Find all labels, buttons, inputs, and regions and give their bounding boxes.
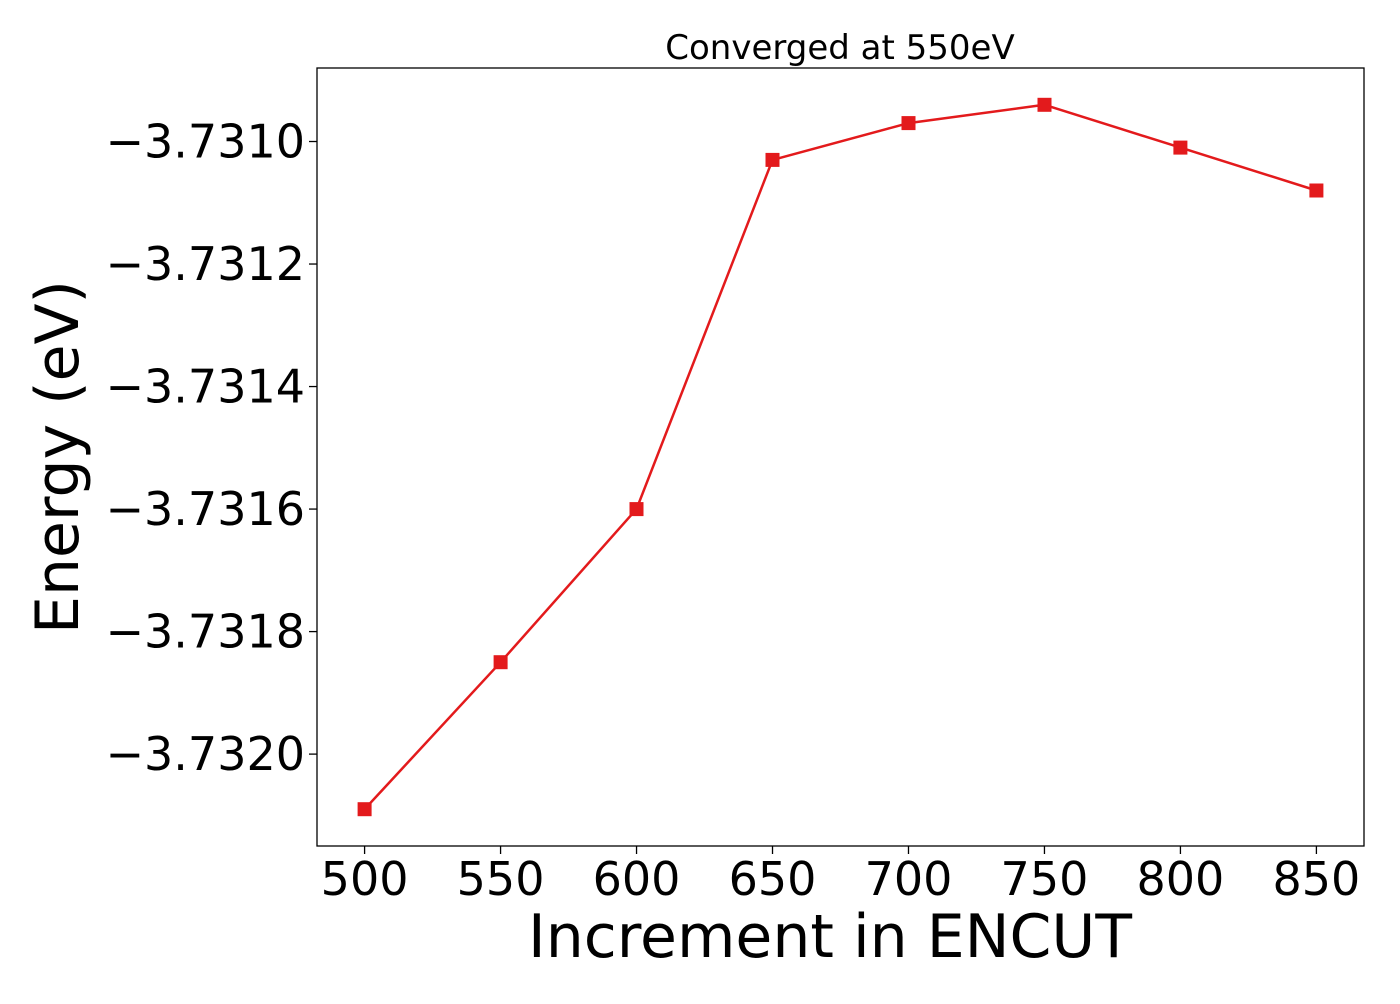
chart-title: Converged at 550eV xyxy=(665,28,1014,68)
y-tick-label: −3.7318 xyxy=(106,605,306,659)
y-tick-label: −3.7320 xyxy=(106,727,306,781)
x-tick-label: 850 xyxy=(1273,852,1361,906)
data-point-marker xyxy=(357,802,372,817)
x-tick-label: 700 xyxy=(865,852,953,906)
y-tick-label: −3.7314 xyxy=(106,360,306,414)
x-tick-label: 600 xyxy=(593,852,681,906)
y-tick-label: −3.7310 xyxy=(106,115,306,169)
data-point-marker xyxy=(1309,183,1324,198)
y-tick-label: −3.7312 xyxy=(106,237,306,291)
data-point-marker xyxy=(493,655,508,670)
x-axis-ticks: 500 550 600 650 700 750 800 850 xyxy=(321,846,1361,906)
x-tick-label: 800 xyxy=(1137,852,1225,906)
x-tick-label: 500 xyxy=(321,852,409,906)
x-tick-label: 550 xyxy=(457,852,545,906)
data-point-marker xyxy=(901,116,916,131)
data-point-marker xyxy=(629,502,644,517)
x-tick-label: 650 xyxy=(729,852,817,906)
y-axis-label: Energy (eV) xyxy=(23,280,93,634)
y-tick-label: −3.7316 xyxy=(106,482,306,536)
y-axis-ticks: −3.7320 −3.7318 −3.7316 −3.7314 −3.7312 −3.73… xyxy=(106,115,317,781)
plot-area-frame xyxy=(316,67,1365,847)
data-point-marker xyxy=(1037,97,1052,112)
x-axis-label: Increment in ENCUT xyxy=(528,902,1132,972)
data-point-marker xyxy=(1173,140,1188,155)
x-tick-label: 750 xyxy=(1001,852,1089,906)
data-point-marker xyxy=(765,152,780,167)
series-markers xyxy=(357,97,1324,817)
series-line xyxy=(363,103,1317,811)
